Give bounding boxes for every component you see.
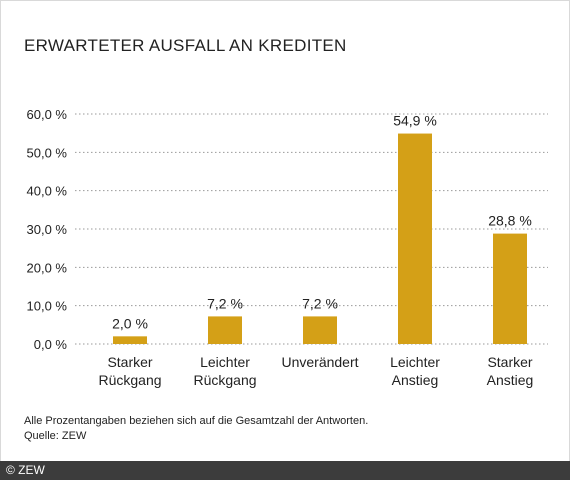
data-label: 28,8 % bbox=[488, 213, 532, 229]
copyright-text: © ZEW bbox=[6, 463, 45, 477]
bar bbox=[493, 233, 527, 344]
chart-note: Alle Prozentangaben beziehen sich auf di… bbox=[24, 414, 368, 444]
data-label: 7,2 % bbox=[302, 295, 338, 311]
y-tick-label: 20,0 % bbox=[27, 260, 68, 275]
y-tick-label: 0,0 % bbox=[34, 337, 68, 352]
bar bbox=[113, 336, 147, 344]
note-line-percentages: Alle Prozentangaben beziehen sich auf di… bbox=[24, 415, 369, 427]
copyright-bar: © ZEW bbox=[0, 461, 570, 480]
data-label: 54,9 % bbox=[393, 113, 437, 129]
bar bbox=[398, 133, 432, 344]
x-category-label: Anstieg bbox=[487, 372, 534, 388]
bar bbox=[303, 316, 337, 344]
data-label: 7,2 % bbox=[207, 295, 243, 311]
x-category-label: Starker bbox=[107, 354, 152, 370]
note-line-source: Quelle: ZEW bbox=[24, 430, 87, 442]
y-tick-label: 30,0 % bbox=[27, 222, 68, 237]
x-category-label: Leichter bbox=[390, 354, 440, 370]
y-tick-label: 40,0 % bbox=[27, 184, 68, 199]
x-category-label: Leichter bbox=[200, 354, 250, 370]
bar-chart: 0,0 % 10,0 % 20,0 % 30,0 % 40,0 % 50,0 % 60,0 … bbox=[27, 107, 548, 388]
chart-title: ERWARTETER AUSFALL AN KREDITEN bbox=[24, 36, 347, 55]
y-tick-label: 60,0 % bbox=[27, 107, 68, 122]
x-category-label: Rückgang bbox=[193, 372, 256, 388]
y-tick-label: 50,0 % bbox=[27, 145, 68, 160]
y-tick-label: 10,0 % bbox=[27, 299, 68, 314]
x-category-label: Anstieg bbox=[392, 372, 439, 388]
bar bbox=[208, 316, 242, 344]
x-category-label: Rückgang bbox=[98, 372, 161, 388]
x-category-label: Starker bbox=[487, 354, 532, 370]
x-category-label: Unverändert bbox=[281, 354, 358, 370]
data-label: 2,0 % bbox=[112, 315, 148, 331]
